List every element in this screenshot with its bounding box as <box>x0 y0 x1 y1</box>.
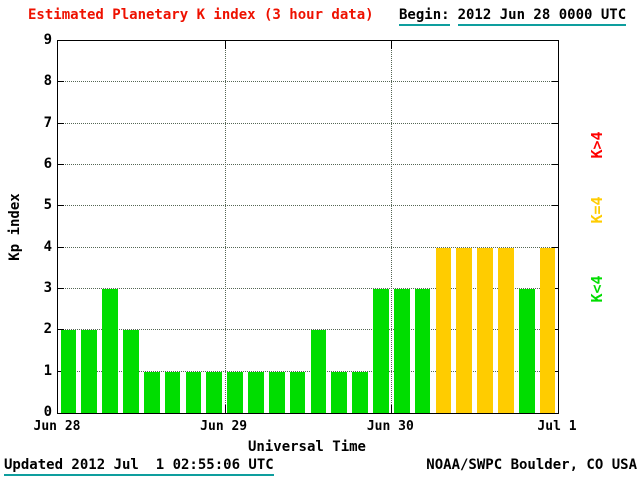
chart-title: Estimated Planetary K index (3 hour data… <box>28 7 374 23</box>
y-tick-right <box>552 81 558 83</box>
y-tick-label: 4 <box>43 238 52 255</box>
y-tick-left <box>58 122 64 124</box>
kp-bar <box>414 289 431 413</box>
y-tick-right <box>552 246 558 248</box>
plot-area <box>57 40 559 414</box>
kp-bar <box>498 247 514 413</box>
kp-bar <box>164 371 181 413</box>
kp-bar <box>352 371 368 413</box>
kp-bar <box>539 247 556 413</box>
y-tick-label: 1 <box>43 362 52 379</box>
x-tick-label: Jun 30 <box>366 419 414 434</box>
kp-bar <box>518 289 535 413</box>
begin-value: 2012 Jun 28 0000 UTC <box>457 7 627 26</box>
y-tick-right <box>552 205 558 207</box>
legend-item-k-gt-4: K>4 <box>588 131 606 159</box>
begin-info: Begin: 2012 Jun 28 0000 UTC <box>399 7 627 26</box>
gridline-horizontal <box>58 288 558 289</box>
kp-bar <box>102 289 118 413</box>
kp-bar <box>185 371 202 413</box>
y-tick-left <box>58 164 64 165</box>
y-axis-title: Kp index <box>7 193 23 261</box>
x-tick-top <box>391 41 393 49</box>
x-tick-bottom <box>391 405 393 413</box>
kp-bar <box>435 247 452 413</box>
legend-item-k-eq-4: K=4 <box>588 196 606 224</box>
begin-label: Begin: <box>399 7 450 26</box>
kp-bar <box>227 371 243 413</box>
updated-text: Updated 2012 Jul 1 02:55:06 UTC <box>4 457 274 476</box>
y-tick-label: 8 <box>43 73 52 90</box>
updated-timestamp: Updated 2012 Jul 1 02:55:06 UTC <box>4 457 274 476</box>
x-tick-label: Jul 1 <box>537 419 577 434</box>
gridline-horizontal <box>58 370 558 372</box>
y-tick-label: 5 <box>43 197 52 214</box>
x-axis-title: Universal Time <box>247 439 366 455</box>
gridline-horizontal <box>58 164 558 165</box>
y-tick-label: 9 <box>43 32 52 48</box>
kp-bar <box>81 330 98 413</box>
kp-bar <box>248 371 264 413</box>
kp-bar <box>268 371 285 413</box>
kp-bar <box>289 371 306 413</box>
legend-item-k-lt-4: K<4 <box>588 275 606 303</box>
y-tick-left <box>58 81 64 83</box>
gridline-vertical-day <box>224 41 226 413</box>
kp-bar <box>477 247 493 413</box>
gridline-horizontal <box>58 205 558 207</box>
y-tick-left <box>58 205 64 207</box>
y-tick-label: 2 <box>43 321 52 338</box>
y-tick-label: 6 <box>43 156 52 172</box>
x-tick-label: Jun 29 <box>200 419 248 434</box>
y-tick-right <box>552 122 558 124</box>
y-tick-left <box>58 246 64 248</box>
kp-bar <box>331 371 348 413</box>
gridline-horizontal <box>58 122 558 124</box>
y-tick-right <box>552 164 558 165</box>
gridline-vertical-day <box>391 41 393 413</box>
gridline-horizontal <box>58 329 558 331</box>
x-tick-bottom <box>224 405 226 413</box>
gridline-horizontal <box>58 246 558 248</box>
kp-bar <box>456 247 473 413</box>
kp-bar <box>373 289 389 413</box>
kp-bar <box>60 330 77 413</box>
kp-bar <box>393 289 410 413</box>
y-tick-left <box>58 329 64 331</box>
x-tick-label: Jun 28 <box>33 419 81 434</box>
y-tick-label: 3 <box>43 280 52 296</box>
kp-bar <box>123 330 139 413</box>
y-tick-label: 0 <box>43 404 52 420</box>
x-tick-top <box>224 41 226 49</box>
source-credit: NOAA/SWPC Boulder, CO USA <box>426 457 637 473</box>
kp-bar <box>143 371 160 413</box>
kp-bar <box>206 371 223 413</box>
y-tick-label: 7 <box>43 114 52 131</box>
gridline-horizontal <box>58 81 558 83</box>
y-tick-left <box>58 288 64 289</box>
kp-bar <box>310 330 327 413</box>
